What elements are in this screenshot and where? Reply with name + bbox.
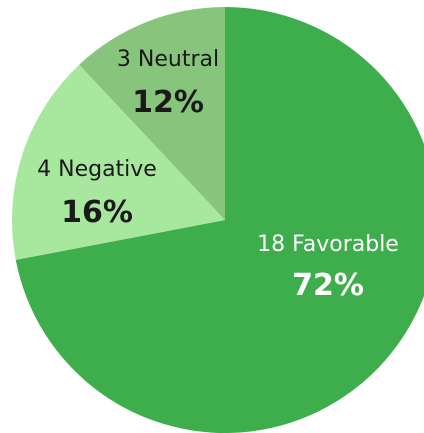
slice-favorable [15,7,424,433]
favorable-count-label: 18 Favorable [257,232,399,257]
neutral-count-label: 3 Neutral [117,47,219,72]
slice-label-neutral: 3 Neutral 12% [117,47,219,120]
slice-negative [11,64,226,260]
slice-neutral [79,7,225,220]
slice-label-negative: 4 Negative 16% [37,157,157,230]
negative-percent-label: 16% [61,195,133,230]
slice-label-favorable: 18 Favorable 72% [257,232,399,303]
favorable-percent-label: 72% [292,268,364,303]
pie-slices [11,7,424,433]
negative-count-label: 4 Negative [37,157,157,182]
neutral-percent-label: 12% [132,85,204,120]
